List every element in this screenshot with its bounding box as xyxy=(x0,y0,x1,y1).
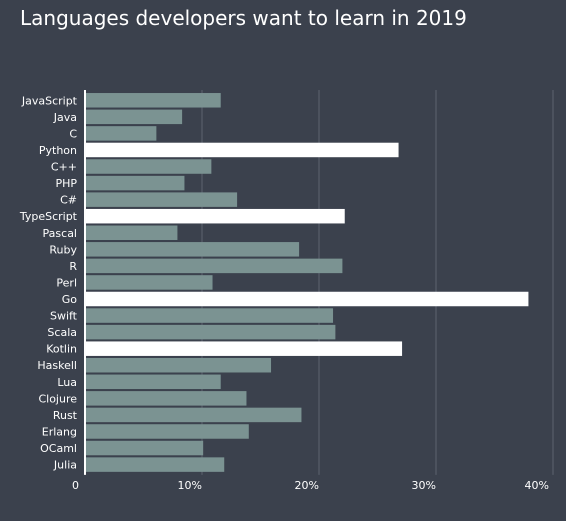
bar-ocaml xyxy=(85,440,204,456)
x-tick-label: 0 xyxy=(72,479,79,492)
x-tick-label: 10% xyxy=(178,479,202,492)
category-label: Swift xyxy=(50,310,78,323)
bar-erlang xyxy=(85,424,249,439)
category-label: Erlang xyxy=(42,425,77,438)
category-label: Scala xyxy=(47,326,77,339)
bar-pascal xyxy=(85,225,178,241)
category-label: Python xyxy=(39,144,77,157)
bar-python xyxy=(85,142,399,158)
category-label: PHP xyxy=(55,177,77,190)
bar-clojure xyxy=(85,391,247,406)
bar-javascript xyxy=(85,93,221,108)
bar-r xyxy=(85,258,343,274)
x-tick-label: 30% xyxy=(412,479,436,492)
category-label: Go xyxy=(62,293,78,306)
category-label: C# xyxy=(60,194,77,207)
bar-c xyxy=(85,126,157,141)
category-label: Perl xyxy=(56,276,77,289)
category-label: Lua xyxy=(57,376,77,389)
bar-haskell xyxy=(85,357,272,373)
category-label: Rust xyxy=(53,409,78,422)
bar-kotlin xyxy=(85,341,403,356)
bar-perl xyxy=(85,275,213,290)
category-label: Ruby xyxy=(49,243,77,256)
category-label: TypeScript xyxy=(19,210,78,223)
bars xyxy=(85,93,529,472)
bar-go xyxy=(85,291,529,307)
x-tick-labels: 0 10% 20% 30% 40% xyxy=(72,479,549,492)
category-label: JavaScript xyxy=(21,94,78,107)
category-label: Haskell xyxy=(37,359,77,372)
category-label: R xyxy=(69,260,77,273)
category-label: Clojure xyxy=(38,392,77,405)
bar-ruby xyxy=(85,242,300,257)
category-label: OCaml xyxy=(40,442,77,455)
category-label: Java xyxy=(53,111,77,124)
category-label: C xyxy=(69,127,77,140)
category-label: C++ xyxy=(51,161,77,174)
bar-c- xyxy=(85,159,212,174)
category-label: Pascal xyxy=(43,227,77,240)
bar-swift xyxy=(85,308,334,323)
x-tick-label: 20% xyxy=(295,479,319,492)
chart-title: Languages developers want to learn in 20… xyxy=(20,6,467,30)
x-tick-label: 40% xyxy=(525,479,549,492)
category-label: Kotlin xyxy=(46,343,77,356)
bar-php xyxy=(85,175,185,191)
bar-c- xyxy=(85,192,238,207)
category-labels: JavaScript Java C Python C++ PHP C# TypeScript P… xyxy=(19,94,78,471)
category-label: Julia xyxy=(53,459,77,472)
bar-java xyxy=(85,109,183,125)
bar-julia xyxy=(85,457,225,472)
bar-rust xyxy=(85,407,302,423)
bar-typescript xyxy=(85,208,345,224)
bar-scala xyxy=(85,324,336,340)
bar-lua xyxy=(85,374,221,390)
